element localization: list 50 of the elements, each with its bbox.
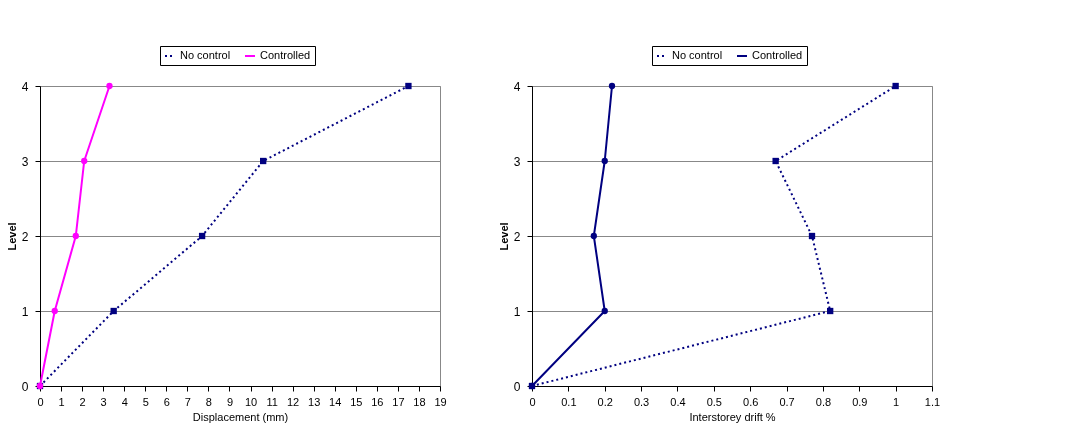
legend-label: Controlled xyxy=(752,49,803,61)
x-tick-label: 1.1 xyxy=(924,395,941,408)
x-tick-label: 0.3 xyxy=(633,395,650,408)
x-tick-label: 9 xyxy=(226,395,234,408)
x-tick-label: 0.4 xyxy=(670,395,686,408)
x-tick-label: 0 xyxy=(37,395,44,408)
y-tick-label: 3 xyxy=(21,154,29,169)
legend-label: No control xyxy=(672,49,723,61)
y-tick-label: 0 xyxy=(513,379,521,394)
legend-label: Controlled xyxy=(260,49,311,61)
x-tick-label: 17 xyxy=(392,395,405,408)
x-tick-label: 0 xyxy=(529,395,536,408)
legend-label: No control xyxy=(180,49,231,61)
x-tick-label: 5 xyxy=(142,395,149,408)
y-tick-label: 1 xyxy=(21,304,29,319)
x-tick-label: 7 xyxy=(184,395,191,408)
y-tick-label: 2 xyxy=(513,229,521,244)
x-tick-label: 19 xyxy=(434,395,447,408)
x-tick-label: 0.7 xyxy=(779,395,795,408)
y-tick-label: 4 xyxy=(21,79,29,94)
x-tick-label: 4 xyxy=(121,395,128,408)
x-tick-label: 3 xyxy=(100,395,107,408)
x-tick-label: 0.5 xyxy=(706,395,722,408)
x-tick-label: 2 xyxy=(79,395,86,408)
y-tick-label: 3 xyxy=(513,154,521,169)
x-tick-label: 0.2 xyxy=(597,395,613,408)
x-tick-label: 0.9 xyxy=(852,395,868,408)
x-axis-title: Interstorey drift % xyxy=(689,410,776,423)
x-tick-label: 1 xyxy=(893,395,900,408)
x-tick-label: 0.1 xyxy=(561,395,577,408)
x-tick-label: 18 xyxy=(413,395,426,408)
x-tick-label: 6 xyxy=(163,395,170,408)
x-tick-label: 12 xyxy=(287,395,300,408)
y-axis-title: Level xyxy=(5,222,18,251)
x-tick-label: 15 xyxy=(350,395,363,408)
x-tick-label: 13 xyxy=(308,395,321,408)
x-tick-label: 0.6 xyxy=(743,395,759,408)
y-tick-label: 0 xyxy=(21,379,29,394)
y-axis-title: Level xyxy=(497,222,510,251)
x-tick-label: 16 xyxy=(371,395,384,408)
x-tick-label: 11 xyxy=(266,395,278,408)
x-axis-title: Displacement (mm) xyxy=(192,410,289,423)
y-tick-label: 1 xyxy=(513,304,521,319)
y-tick-label: 4 xyxy=(513,79,521,94)
x-tick-label: 14 xyxy=(329,395,342,408)
y-tick-label: 2 xyxy=(21,229,29,244)
x-tick-label: 10 xyxy=(244,395,258,408)
x-tick-label: 0.8 xyxy=(815,395,832,408)
x-tick-label: 1 xyxy=(58,395,65,408)
x-tick-label: 8 xyxy=(205,395,212,408)
